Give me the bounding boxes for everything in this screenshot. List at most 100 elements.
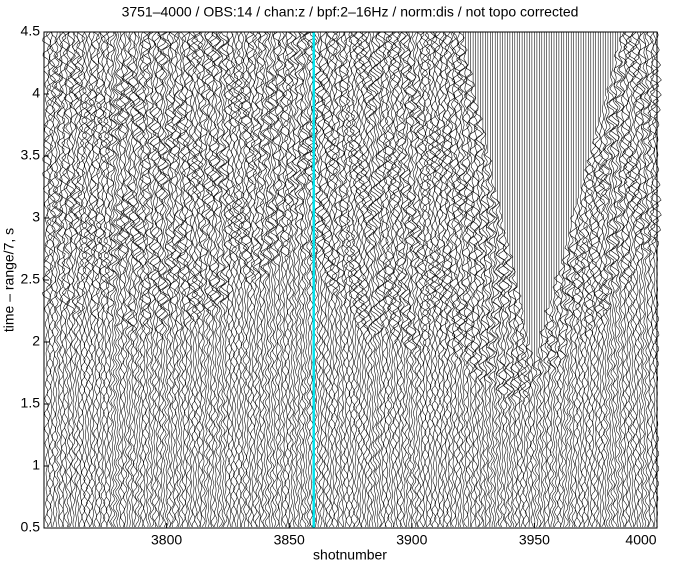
trace <box>83 31 93 528</box>
trace <box>525 32 534 528</box>
trace <box>267 31 277 528</box>
trace <box>233 31 243 528</box>
trace <box>536 32 542 528</box>
trace <box>559 32 569 528</box>
trace <box>647 31 657 528</box>
trace <box>100 31 110 528</box>
trace <box>370 31 380 528</box>
trace <box>117 31 127 528</box>
trace <box>574 32 584 528</box>
trace <box>419 31 429 528</box>
trace <box>164 31 174 528</box>
trace <box>262 31 272 528</box>
trace <box>446 31 456 528</box>
trace <box>96 31 106 528</box>
trace <box>637 31 647 528</box>
y-axis-label: time – range/7, s <box>1 228 17 332</box>
trace <box>208 31 218 528</box>
trace <box>282 31 292 528</box>
y-tick-label: 0.5 <box>21 519 41 535</box>
trace <box>486 32 496 528</box>
trace <box>497 32 508 528</box>
trace <box>289 31 299 528</box>
trace <box>56 31 66 528</box>
trace <box>375 31 385 528</box>
trace <box>331 31 341 528</box>
trace <box>618 31 628 528</box>
trace <box>176 31 186 528</box>
trace <box>328 31 339 528</box>
trace <box>215 31 225 528</box>
trace <box>213 31 223 528</box>
trace <box>122 31 133 528</box>
trace <box>304 31 314 528</box>
trace <box>250 31 260 528</box>
trace <box>402 31 412 528</box>
trace <box>105 31 115 528</box>
trace <box>603 32 613 528</box>
trace <box>157 31 167 528</box>
trace <box>561 32 571 528</box>
trace <box>93 31 103 528</box>
trace <box>543 32 551 528</box>
trace <box>259 31 270 528</box>
trace <box>144 31 154 528</box>
trace <box>198 31 208 528</box>
trace <box>487 32 498 527</box>
trace <box>348 31 358 528</box>
trace <box>335 31 346 528</box>
trace <box>191 31 201 528</box>
trace <box>620 31 630 528</box>
trace <box>174 31 184 528</box>
trace <box>135 32 145 528</box>
trace <box>616 32 626 528</box>
trace <box>247 31 258 528</box>
trace <box>285 31 295 528</box>
trace <box>353 31 363 528</box>
trace <box>593 32 603 528</box>
trace <box>399 31 409 528</box>
trace <box>338 31 348 527</box>
trace <box>610 32 621 528</box>
trace <box>411 32 422 528</box>
trace <box>476 32 486 528</box>
trace <box>201 31 211 528</box>
trace <box>404 31 415 528</box>
trace <box>513 32 523 528</box>
x-tick-label: 3950 <box>519 532 550 548</box>
trace <box>552 32 560 528</box>
trace <box>169 31 179 528</box>
trace <box>456 31 466 528</box>
x-tick-label: 3800 <box>151 532 182 548</box>
trace <box>586 32 596 528</box>
trace <box>341 31 351 528</box>
trace <box>529 32 535 528</box>
trace <box>365 31 375 528</box>
trace <box>468 32 478 528</box>
trace <box>85 31 95 528</box>
trace <box>625 31 635 528</box>
trace <box>311 31 321 528</box>
trace <box>500 32 510 528</box>
x-tick-label: 3900 <box>396 532 427 548</box>
trace <box>129 31 140 528</box>
trace <box>71 31 80 528</box>
trace <box>137 31 147 528</box>
trace <box>68 31 79 528</box>
trace <box>362 31 373 528</box>
trace <box>230 31 240 528</box>
y-tick-label: 4.5 <box>21 23 41 39</box>
trace <box>635 31 645 527</box>
trace <box>139 31 149 528</box>
trace <box>564 32 574 528</box>
trace <box>507 32 517 528</box>
trace <box>88 31 98 528</box>
trace <box>546 32 556 528</box>
trace <box>270 31 280 528</box>
trace <box>557 32 566 528</box>
trace <box>544 32 554 528</box>
y-tick-label: 3 <box>32 209 40 225</box>
trace <box>510 32 520 528</box>
trace <box>211 31 221 528</box>
